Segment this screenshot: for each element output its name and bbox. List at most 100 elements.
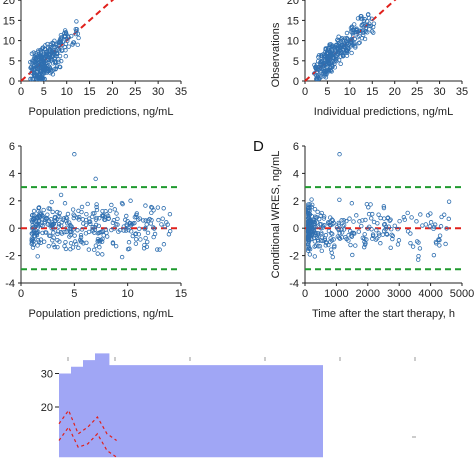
data-point bbox=[336, 222, 342, 227]
data-point bbox=[361, 21, 366, 27]
data-point bbox=[329, 231, 334, 236]
data-point bbox=[61, 216, 67, 221]
data-point bbox=[320, 52, 326, 57]
x-tick-label: 10 bbox=[61, 86, 73, 98]
data-point bbox=[121, 228, 127, 233]
data-point bbox=[437, 233, 443, 238]
data-point bbox=[349, 50, 354, 56]
data-point bbox=[383, 224, 389, 230]
y-tick-label: -2 bbox=[289, 251, 299, 263]
data-point bbox=[54, 43, 59, 48]
data-point bbox=[328, 53, 334, 58]
data-point bbox=[431, 226, 436, 232]
y-tick-label: 15 bbox=[3, 15, 15, 27]
data-point bbox=[339, 218, 344, 223]
data-point bbox=[337, 230, 342, 236]
data-point bbox=[348, 242, 353, 248]
data-point bbox=[32, 215, 37, 221]
data-point bbox=[322, 236, 328, 241]
data-point bbox=[431, 252, 437, 258]
x-tick-label: 10 bbox=[122, 288, 134, 300]
data-point bbox=[32, 229, 37, 234]
data-point bbox=[36, 205, 42, 210]
data-point bbox=[63, 54, 69, 59]
data-point bbox=[45, 212, 50, 217]
data-point bbox=[311, 217, 316, 223]
data-point bbox=[370, 232, 376, 237]
data-point bbox=[37, 53, 42, 58]
data-point bbox=[41, 239, 47, 244]
x-tick-label: 30 bbox=[433, 86, 445, 98]
data-point bbox=[405, 229, 411, 234]
data-point bbox=[306, 215, 311, 221]
data-point bbox=[149, 205, 155, 210]
data-point bbox=[42, 59, 47, 65]
data-point bbox=[151, 234, 156, 240]
x-tick-label: 4000 bbox=[418, 288, 442, 300]
data-point bbox=[167, 211, 173, 217]
data-point bbox=[123, 228, 129, 233]
data-point bbox=[62, 243, 67, 249]
data-point bbox=[336, 38, 341, 44]
data-point bbox=[78, 235, 84, 240]
data-point bbox=[363, 25, 368, 31]
data-point bbox=[70, 207, 76, 212]
data-point bbox=[40, 76, 45, 82]
y-tick-label: 2 bbox=[293, 196, 299, 208]
data-point bbox=[390, 236, 395, 242]
data-point bbox=[28, 59, 33, 65]
data-point bbox=[66, 44, 71, 49]
data-point bbox=[47, 52, 52, 58]
data-point bbox=[54, 51, 60, 57]
data-point bbox=[307, 212, 313, 217]
x-tick-label: 5 bbox=[41, 86, 47, 98]
data-point bbox=[92, 224, 98, 230]
data-point bbox=[359, 14, 364, 19]
data-point bbox=[318, 238, 324, 243]
data-point bbox=[336, 57, 342, 63]
data-point bbox=[371, 21, 377, 26]
data-point bbox=[49, 226, 54, 231]
data-point bbox=[68, 226, 74, 232]
y-axis-label: Conditional WRES, ng/mL bbox=[270, 151, 282, 279]
y-axis-label: Observations bbox=[270, 22, 282, 87]
data-point bbox=[64, 218, 69, 224]
data-point bbox=[58, 230, 64, 235]
data-point bbox=[330, 222, 335, 227]
panel-d: 0 1000 2000 3000 4000 5000 -4 -2 0 2 4 6 Time after … bbox=[253, 138, 474, 320]
y-tick-label: -4 bbox=[289, 278, 299, 290]
data-point bbox=[59, 34, 65, 40]
data-point bbox=[57, 239, 62, 244]
data-point bbox=[329, 217, 335, 222]
x-tick-label: 0 bbox=[18, 288, 24, 300]
data-point bbox=[428, 220, 434, 225]
data-point bbox=[306, 241, 311, 247]
data-point bbox=[106, 216, 111, 222]
data-point bbox=[339, 227, 344, 232]
data-point bbox=[58, 64, 63, 70]
data-point bbox=[161, 242, 167, 247]
data-point bbox=[148, 221, 154, 226]
data-point bbox=[417, 246, 423, 251]
data-point bbox=[332, 45, 338, 50]
data-point bbox=[346, 238, 351, 243]
data-point bbox=[351, 230, 356, 236]
data-point bbox=[351, 219, 356, 224]
data-point bbox=[350, 230, 355, 236]
data-point bbox=[28, 76, 33, 82]
y-tick-label: 5 bbox=[293, 56, 299, 68]
y-tick-label: 10 bbox=[3, 36, 15, 48]
data-point bbox=[428, 211, 433, 216]
data-point bbox=[368, 23, 374, 29]
observed-percentile-line bbox=[58, 409, 117, 441]
x-tick-label: 0 bbox=[302, 288, 308, 300]
x-tick-label: 5 bbox=[324, 86, 330, 98]
x-tick-label: 15 bbox=[366, 86, 378, 98]
data-point bbox=[345, 40, 350, 46]
data-point bbox=[93, 222, 99, 228]
data-point bbox=[167, 229, 173, 234]
data-point bbox=[328, 247, 334, 252]
data-point bbox=[31, 239, 36, 244]
data-point bbox=[77, 214, 82, 220]
